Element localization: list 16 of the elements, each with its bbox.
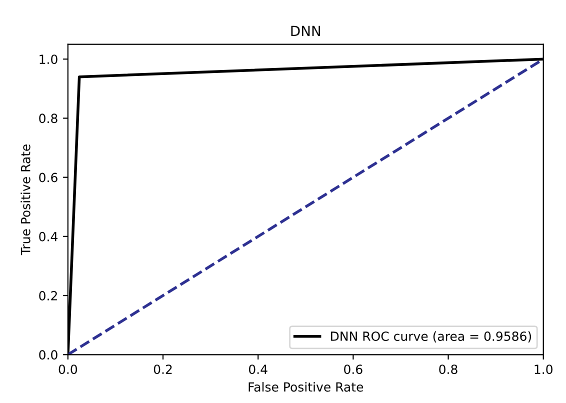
y-tick-label: 0.0 <box>39 350 58 360</box>
x-tick-label: 0.6 <box>344 364 362 374</box>
chart-title: DNN <box>291 26 320 36</box>
y-tick-label: 0.8 <box>39 114 58 124</box>
legend-label: DNN ROC curve (area = 0.9586) <box>331 331 532 342</box>
y-tick-label: 0.6 <box>39 172 58 182</box>
y-axis-title: True Positive Rate <box>20 144 30 256</box>
y-tick-label: 0.2 <box>39 291 57 300</box>
y-tick-label: 1.0 <box>40 54 58 64</box>
x-axis-title: False Positive Rate <box>248 382 364 392</box>
x-tick-label: 0.2 <box>154 364 172 374</box>
x-tick-label: 0.8 <box>439 364 458 374</box>
x-tick-label: 0.4 <box>248 364 268 374</box>
x-tick-label: 0.0 <box>58 364 78 374</box>
x-tick-label: 1.0 <box>534 364 552 374</box>
y-tick-label: 0.4 <box>39 232 58 242</box>
